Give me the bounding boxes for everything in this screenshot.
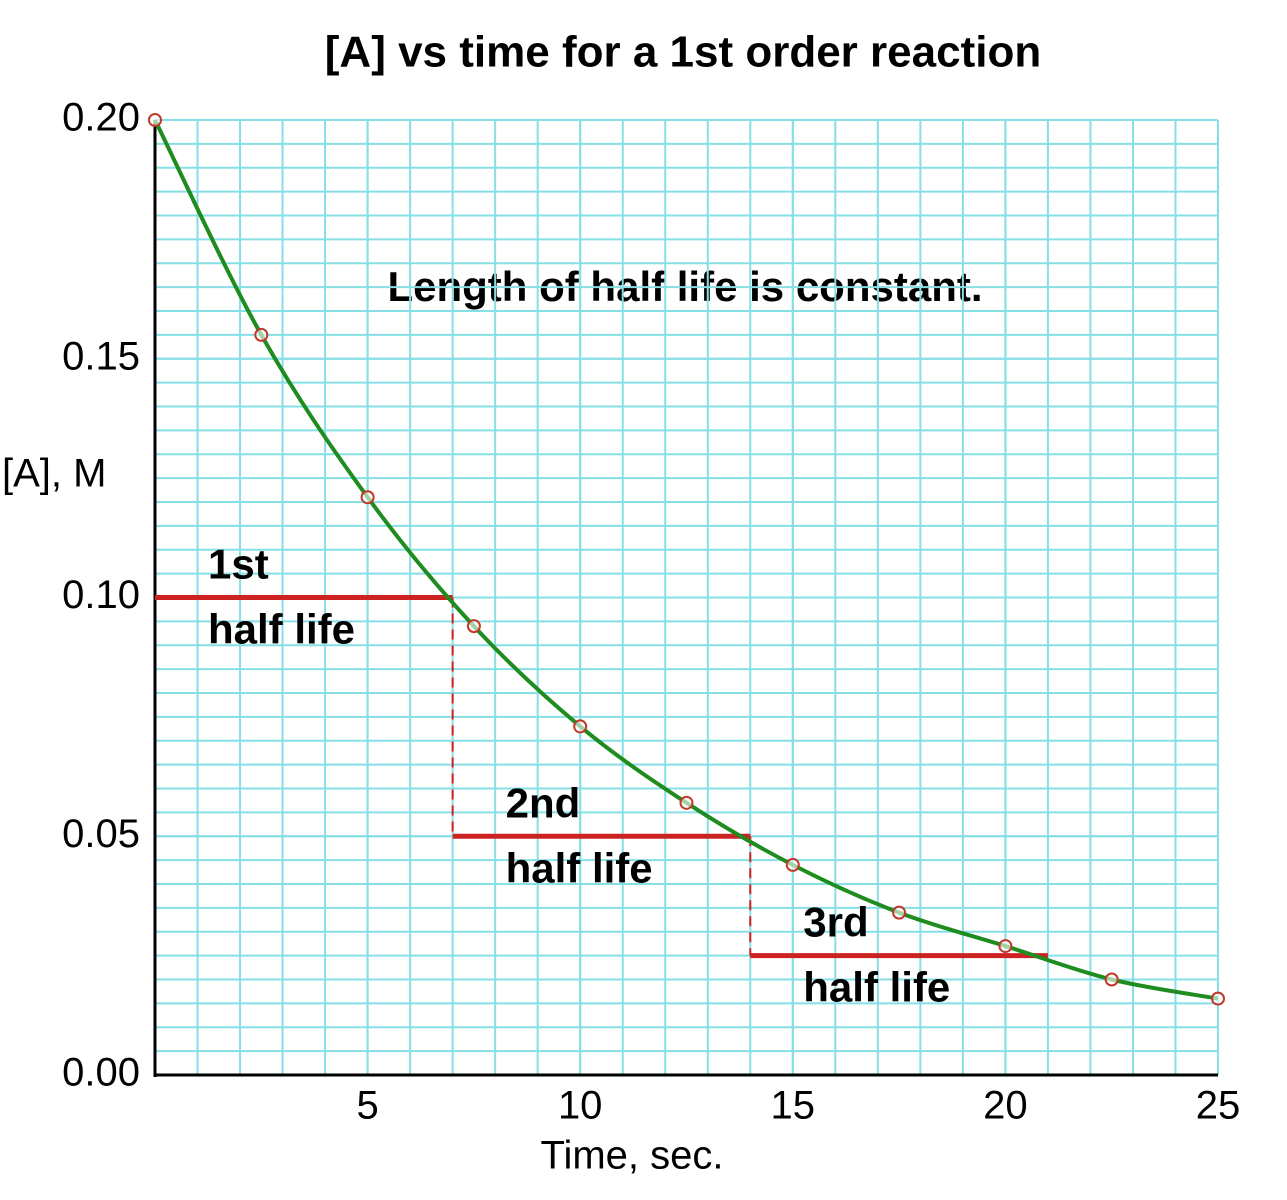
chart-title: [A] vs time for a 1st order reaction xyxy=(325,28,1041,77)
half-life-label: half life xyxy=(208,606,355,653)
data-line xyxy=(153,119,1219,1001)
y-axis-label: [A], M xyxy=(2,452,106,496)
half-life-label: 3rd xyxy=(803,899,868,946)
x-tick-label: 20 xyxy=(983,1084,1028,1128)
data-point xyxy=(892,905,907,920)
data-point xyxy=(466,619,481,634)
half-life-label: 1st xyxy=(208,541,269,588)
data-point xyxy=(254,327,269,342)
data-point xyxy=(360,490,375,505)
x-tick-label: 5 xyxy=(356,1084,378,1128)
data-point xyxy=(1104,972,1119,987)
half-life-label: half life xyxy=(803,964,950,1011)
data-point xyxy=(573,719,588,734)
y-tick-label: 0.00 xyxy=(62,1051,140,1095)
y-tick-label: 0.05 xyxy=(62,812,140,856)
data-point xyxy=(998,939,1013,954)
x-axis-label: Time, sec. xyxy=(541,1134,724,1178)
half-life-label: half life xyxy=(506,844,653,891)
x-tick-label: 15 xyxy=(771,1084,816,1128)
data-point xyxy=(785,857,800,872)
half-life-label: 2nd xyxy=(506,779,581,826)
y-tick-label: 0.15 xyxy=(62,334,140,378)
data-point xyxy=(148,113,162,127)
x-tick-label: 10 xyxy=(558,1084,603,1128)
data-point xyxy=(679,795,694,810)
y-tick-label: 0.20 xyxy=(62,96,140,140)
x-tick-label: 25 xyxy=(1196,1084,1241,1128)
y-tick-label: 0.10 xyxy=(62,573,140,617)
data-point xyxy=(1211,991,1225,1006)
